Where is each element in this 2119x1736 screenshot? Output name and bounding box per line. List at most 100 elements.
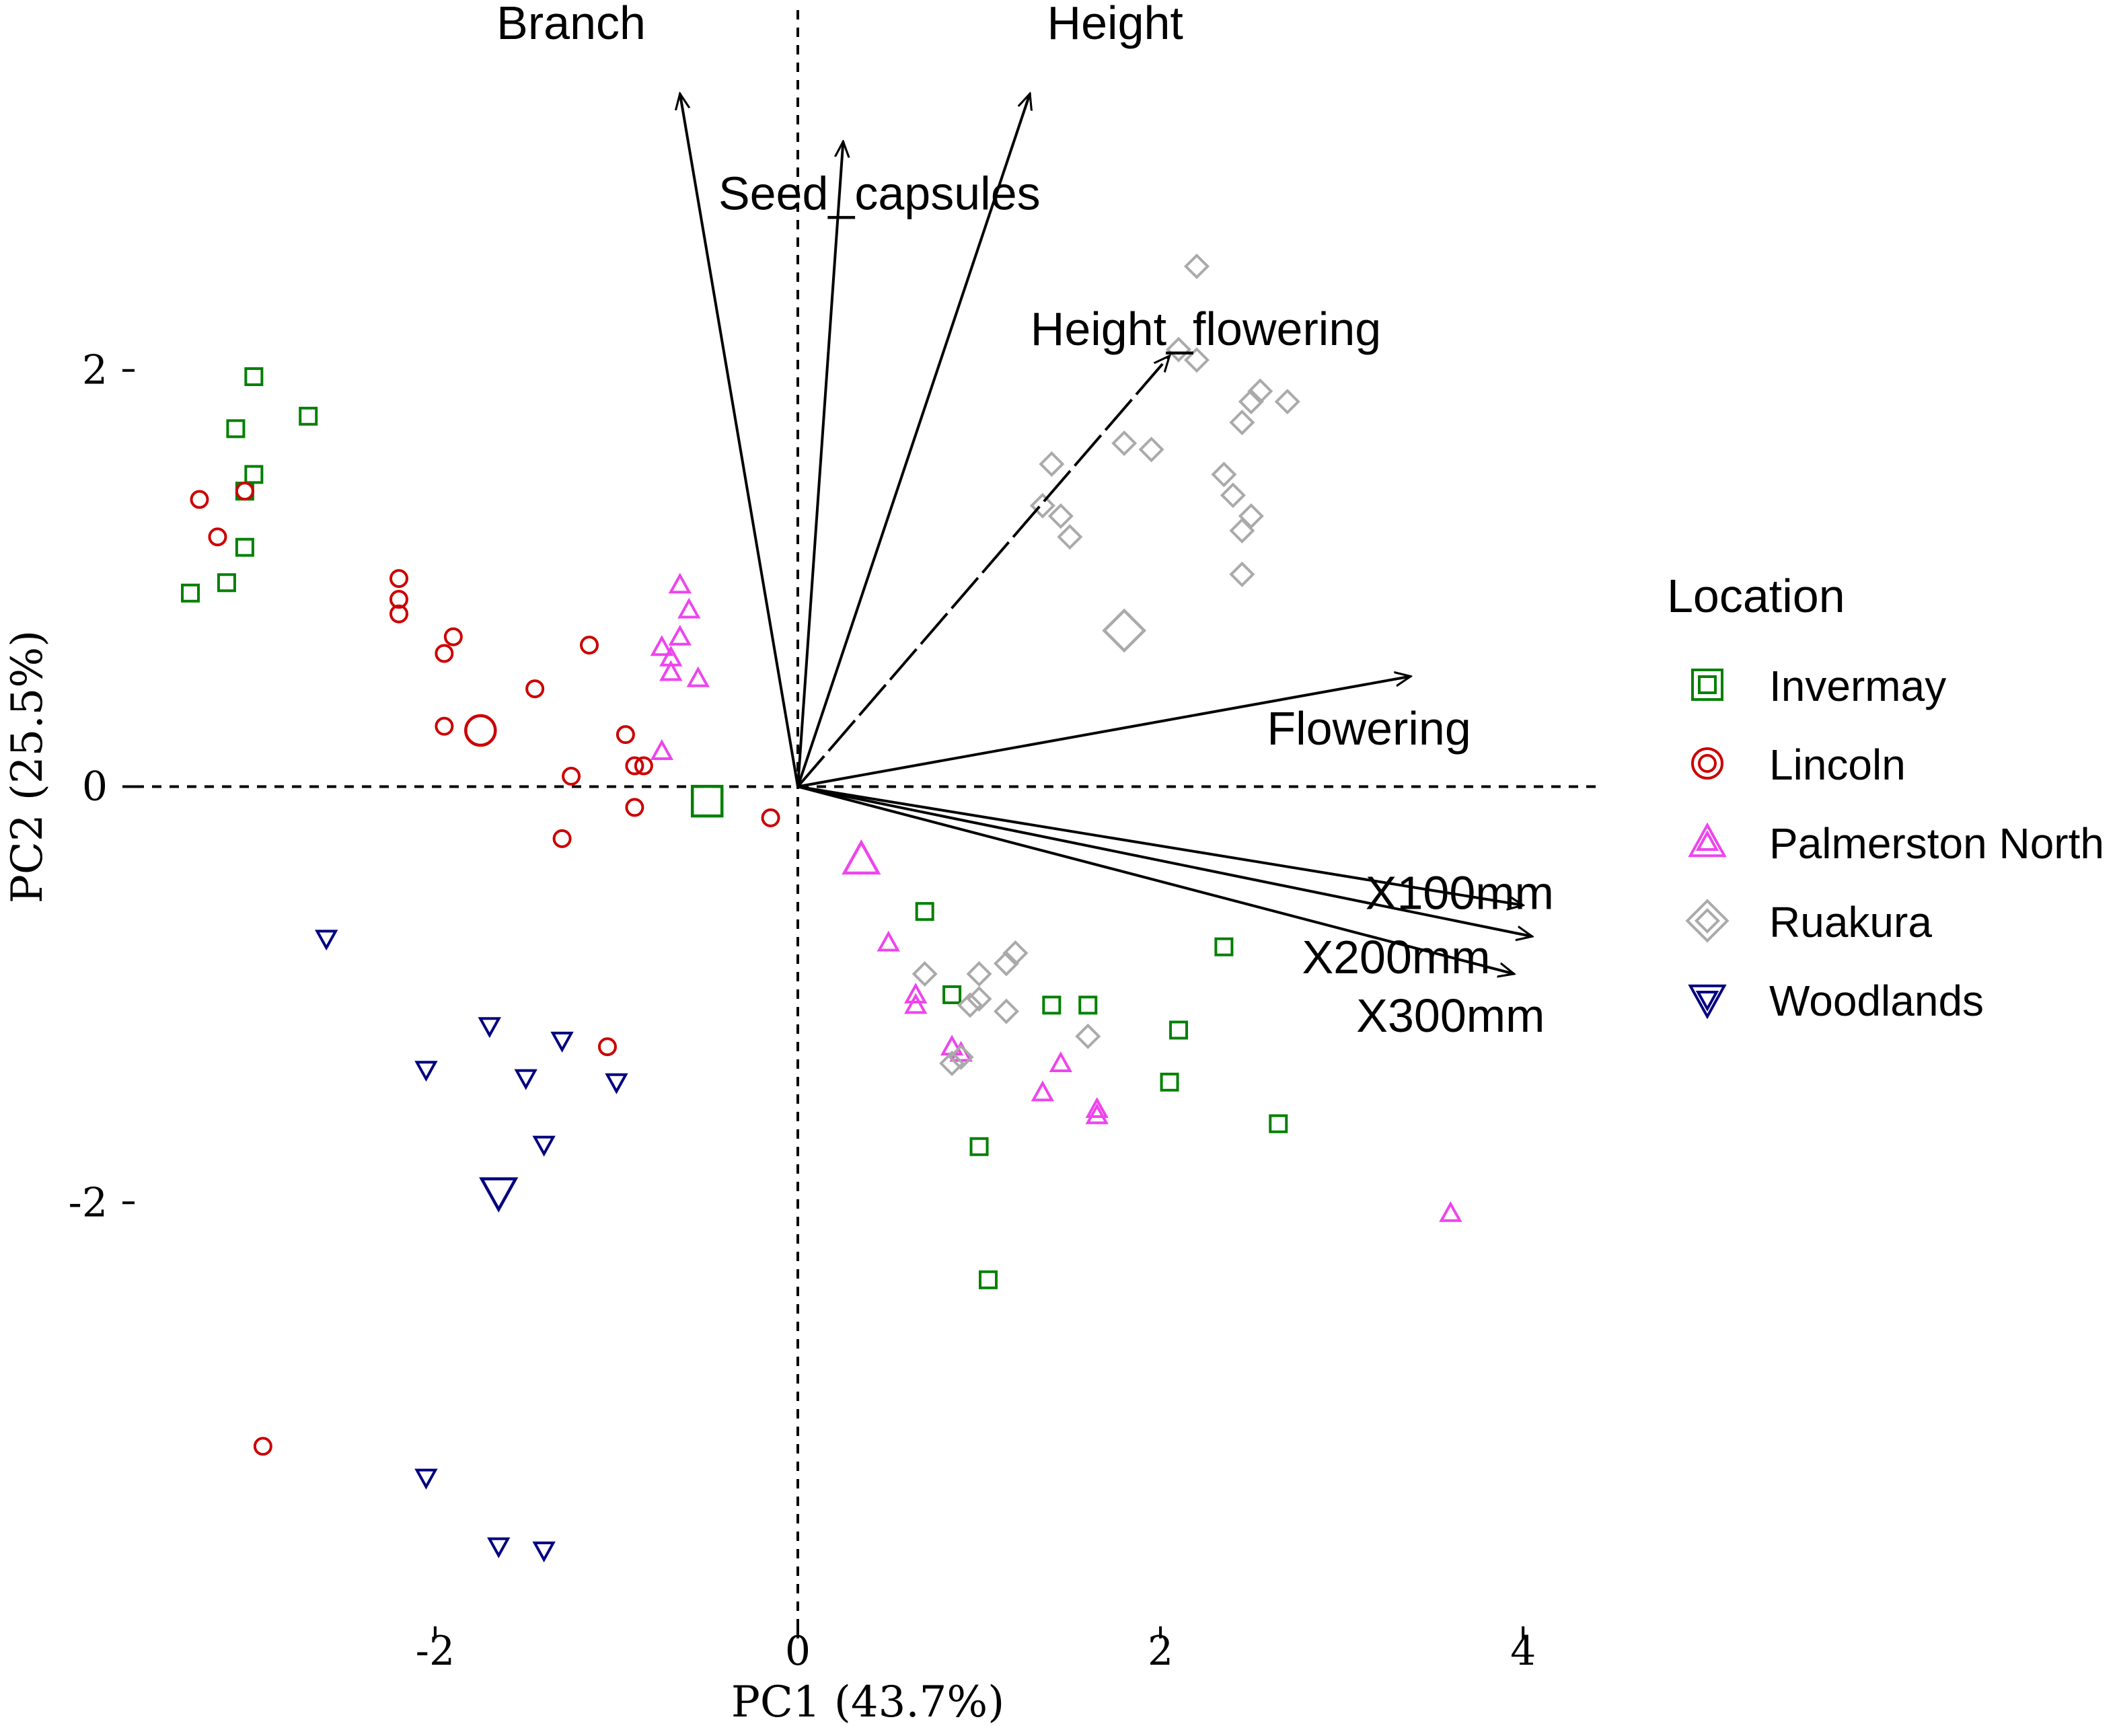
legend-key-invermay — [1691, 669, 1723, 701]
data-point-invermay — [244, 367, 264, 386]
data-point-invermay — [942, 985, 962, 1004]
data-point-palmerston-north — [904, 993, 928, 1014]
legend: Location Invermay Lincoln Palmerston North… — [1667, 570, 2104, 1025]
data-point-woodlands — [532, 1135, 556, 1157]
data-point-woodlands — [605, 1073, 628, 1094]
data-point-woodlands — [550, 1031, 574, 1053]
loading-arrow-flowering — [797, 677, 1411, 788]
data-point-lincoln — [580, 636, 599, 655]
data-point-lincoln — [625, 798, 644, 817]
data-point-lincoln — [597, 1037, 617, 1057]
legend-key-lincoln — [1691, 747, 1723, 780]
loading-arrow-x100mm — [797, 785, 1523, 905]
data-point-ruakura — [993, 950, 1020, 977]
data-point-ruakura — [1238, 503, 1264, 529]
data-point-woodlands — [532, 1541, 556, 1562]
data-point-woodlands — [487, 1537, 511, 1558]
data-point-lincoln — [625, 756, 644, 776]
data-point-woodlands — [314, 930, 338, 951]
data-point-palmerston-north — [650, 635, 674, 656]
data-point-palmerston-north — [659, 660, 683, 681]
centroid-lincoln — [464, 714, 497, 747]
x-axis-ticks: -2 0 2 4 — [416, 1626, 1536, 1675]
data-point-lincoln — [761, 808, 780, 827]
data-point-invermay — [1169, 1020, 1189, 1040]
data-point-ruakura — [1057, 524, 1083, 550]
data-point-invermay — [1269, 1114, 1288, 1133]
data-point-woodlands — [414, 1061, 438, 1082]
data-point-lincoln — [525, 679, 545, 699]
data-point-ruakura — [1229, 561, 1255, 587]
legend-title: Location — [1667, 570, 1845, 622]
y-tick-label: 0 — [82, 763, 108, 810]
data-point-ruakura — [1047, 503, 1074, 529]
x-tick-label: 0 — [785, 1628, 811, 1675]
data-point-ruakura — [1075, 1023, 1101, 1049]
legend-label-palmerston-north: Palmerston North — [1769, 819, 2104, 868]
legend-key-inner-lincoln — [1698, 754, 1717, 773]
data-point-lincoln — [253, 1437, 272, 1456]
loading-arrow-branch — [680, 93, 799, 787]
data-point-palmerston-north — [668, 624, 692, 646]
data-point-lincoln — [562, 767, 581, 786]
x-axis-label: PC1 (43.7%) — [731, 1677, 1004, 1727]
data-point-lincoln — [634, 756, 653, 776]
data-point-invermay — [979, 1270, 998, 1289]
data-point-ruakura — [1166, 336, 1192, 363]
data-point-ruakura — [957, 992, 983, 1018]
data-point-palmerston-north — [1049, 1051, 1073, 1073]
loading-label-x300mm: X300mm — [1356, 989, 1545, 1042]
data-point-ruakura — [1274, 389, 1300, 415]
data-point-palmerston-north — [904, 982, 928, 1004]
legend-label-lincoln: Lincoln — [1769, 741, 1906, 789]
data-point-lincoln — [389, 604, 408, 624]
legend-key-inner-invermay — [1698, 675, 1717, 694]
data-point-lincoln — [208, 527, 227, 547]
data-point-woodlands — [514, 1069, 537, 1090]
data-point-ruakura — [1039, 451, 1065, 477]
data-point-invermay — [1214, 937, 1234, 956]
data-point-lincoln — [435, 716, 454, 736]
data-point-ruakura — [1229, 517, 1255, 543]
data-point-invermay — [226, 419, 246, 439]
data-point-lincoln — [389, 569, 408, 589]
y-tick-label: 2 — [82, 347, 108, 394]
data-point-ruakura — [1183, 347, 1210, 373]
data-point-lincoln — [235, 482, 254, 501]
loading-arrow-x200mm — [797, 785, 1532, 936]
centroid-palmerston-north — [842, 839, 881, 875]
data-point-ruakura — [912, 960, 938, 987]
data-point-ruakura — [1029, 492, 1055, 519]
data-point-palmerston-north — [677, 597, 701, 619]
reference-lines — [135, 10, 1596, 1626]
legend-label-ruakura: Ruakura — [1769, 898, 1932, 946]
data-point-ruakura — [1238, 389, 1264, 415]
data-point-lincoln — [190, 490, 209, 509]
data-point-ruakura — [1220, 482, 1246, 508]
data-point-invermay — [1042, 995, 1062, 1015]
y-axis-label: PC2 (25.5%) — [3, 630, 52, 903]
loading-arrow-height-flowering — [796, 356, 1170, 788]
data-point-invermay — [299, 406, 318, 426]
legend-key-inner-palmerston-north — [1695, 830, 1719, 852]
data-point-lincoln — [435, 644, 454, 663]
legend-key-woodlands — [1688, 984, 1727, 1020]
loading-label-x100mm: X100mm — [1366, 866, 1554, 919]
legend-key-palmerston-north — [1688, 822, 1727, 858]
data-point-invermay — [217, 573, 236, 593]
legend-label-invermay: Invermay — [1769, 662, 1946, 710]
data-point-ruakura — [1229, 410, 1255, 436]
legend-items: Invermay Lincoln Palmerston North Ruakura Wo… — [1685, 662, 2104, 1025]
x-tick-label: 2 — [1148, 1628, 1173, 1675]
data-point-invermay — [181, 583, 200, 603]
loading-label-flowering: Flowering — [1267, 702, 1471, 755]
data-point-ruakura — [966, 960, 992, 987]
data-point-invermay — [235, 537, 254, 557]
x-tick-label: 4 — [1510, 1628, 1536, 1675]
loading-arrow-x300mm — [797, 785, 1514, 973]
loading-label-branch: Branch — [496, 0, 646, 49]
data-point-ruakura — [1111, 430, 1138, 457]
x-tick-label: -2 — [416, 1628, 455, 1675]
y-tick-label: -2 — [69, 1179, 108, 1226]
